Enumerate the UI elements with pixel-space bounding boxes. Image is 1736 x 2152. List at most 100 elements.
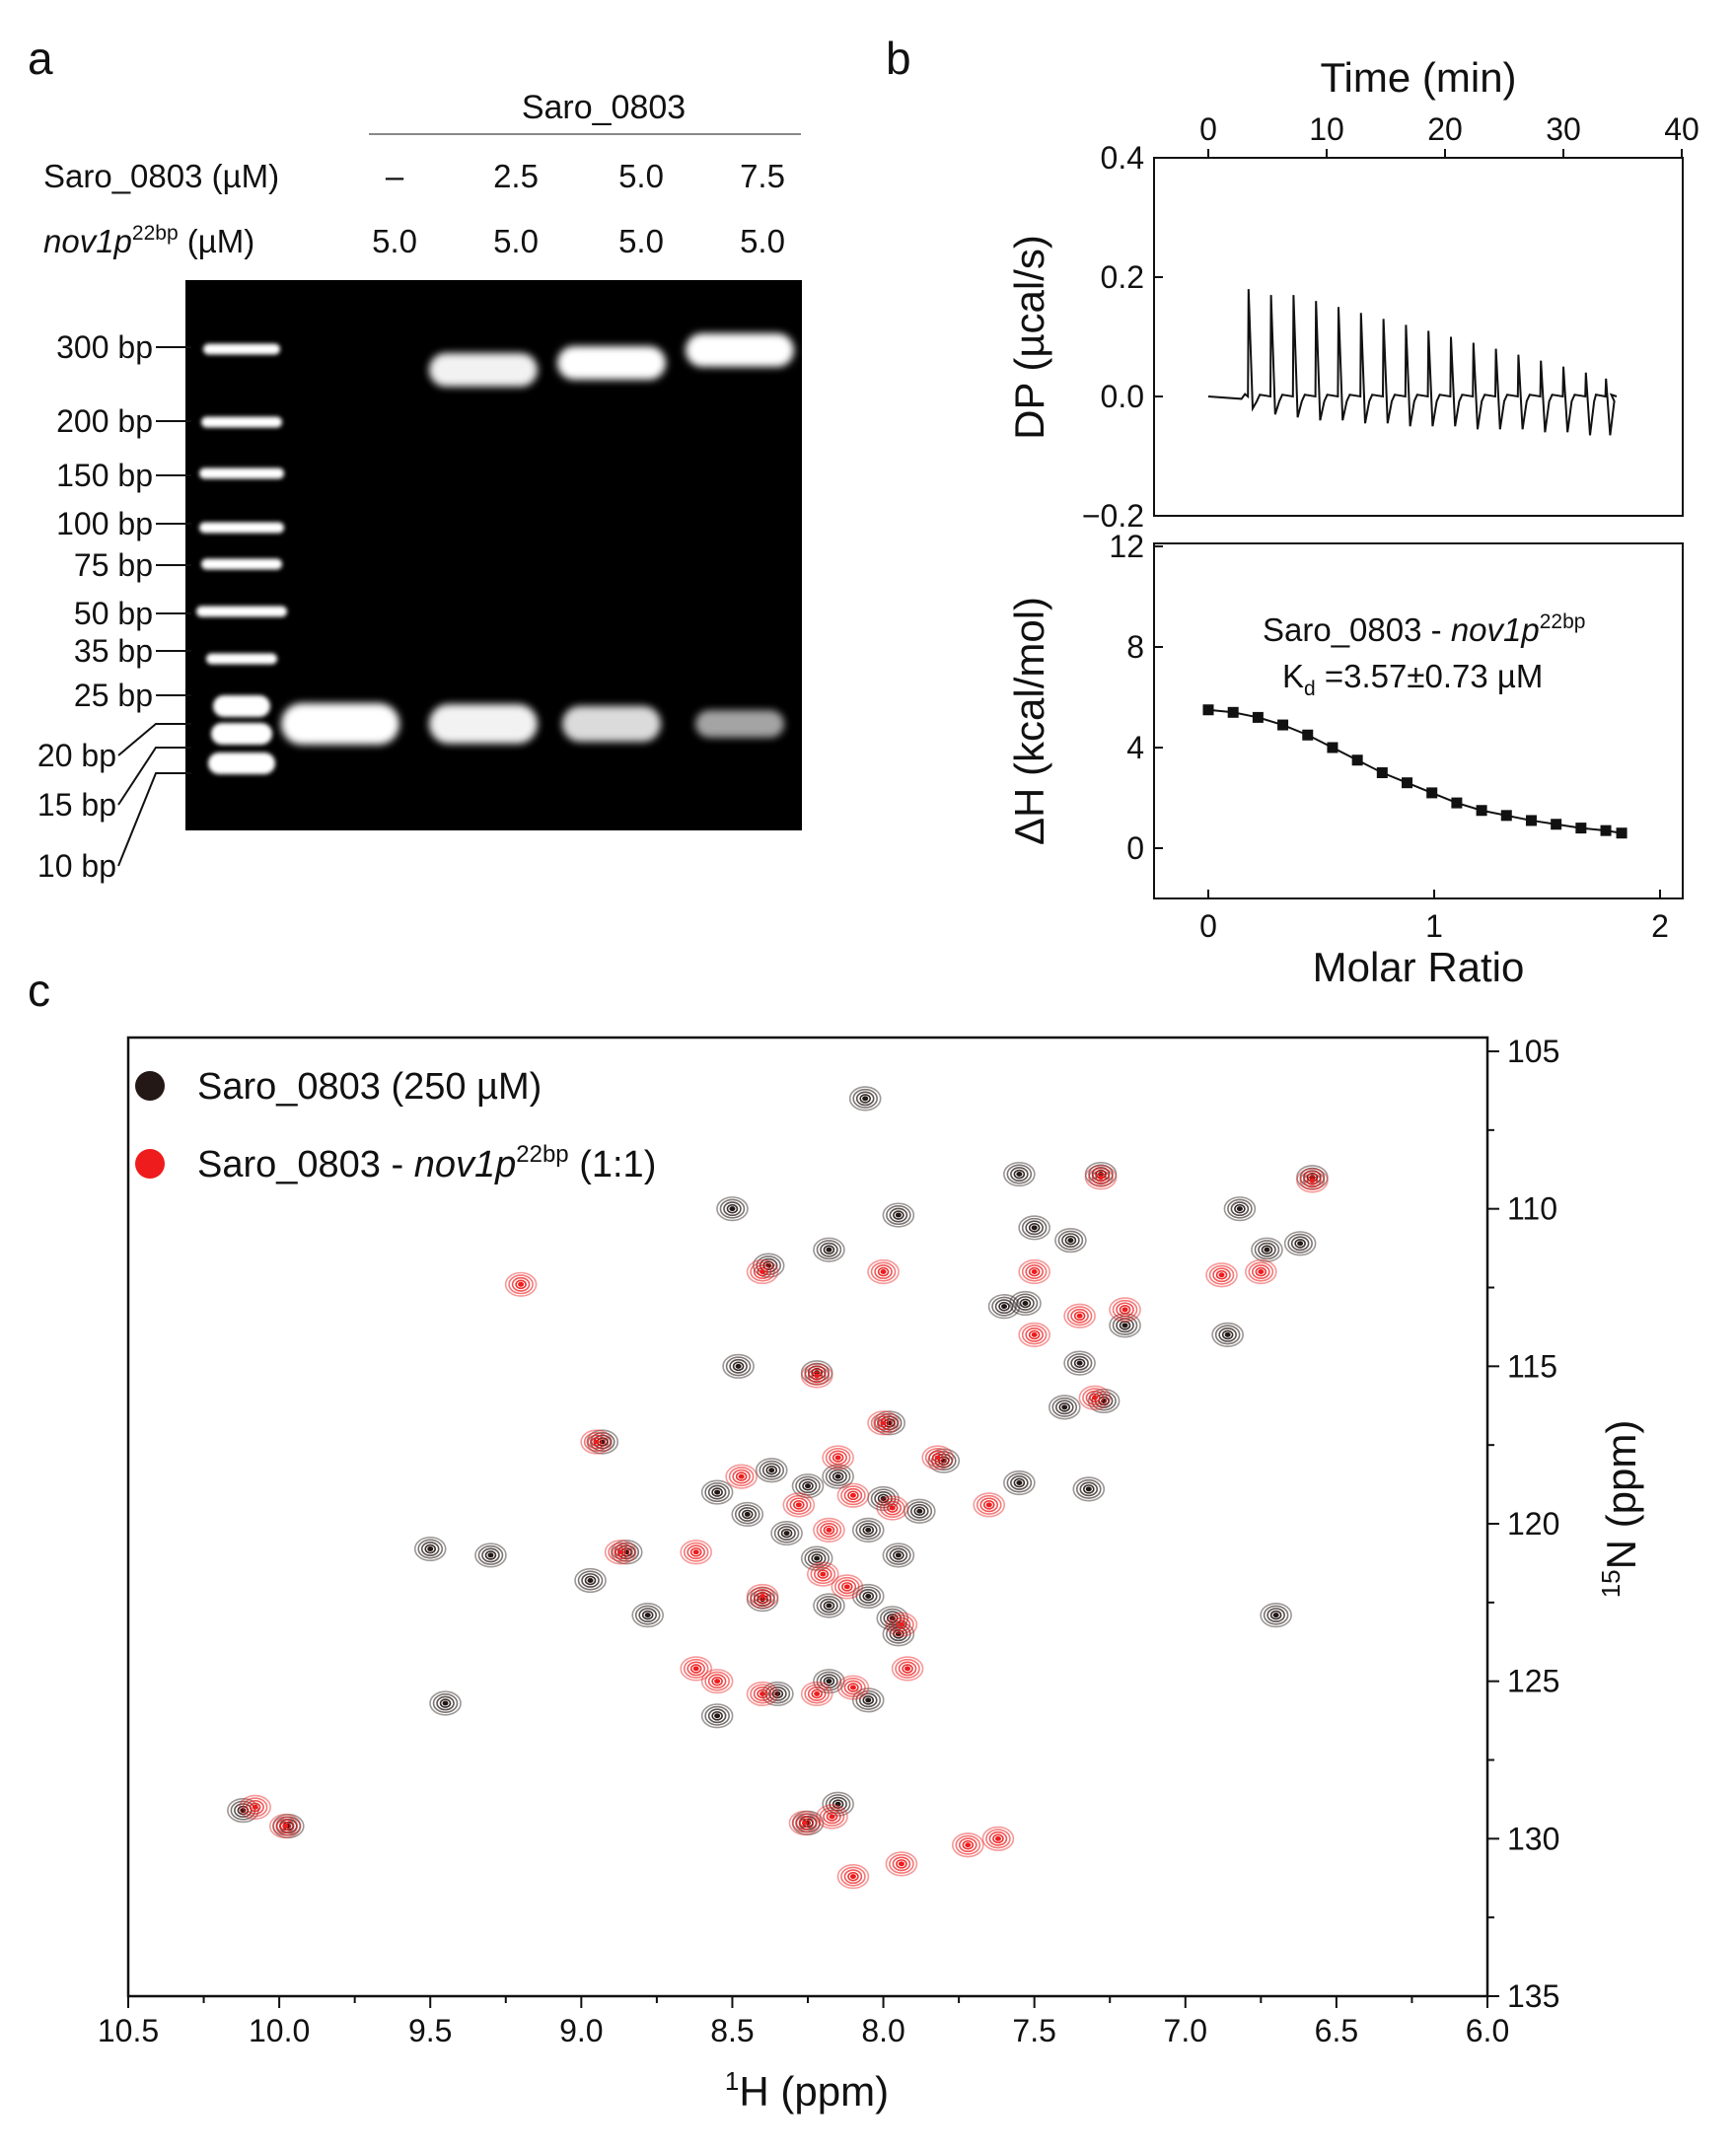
complex-peak-contour <box>728 1467 755 1487</box>
complex-peak-contour <box>1089 1393 1101 1403</box>
thermogram-ytick-label: 0.0 <box>1101 379 1144 414</box>
thermogram-xtick-label: 30 <box>1546 111 1581 147</box>
gel-group-label: Saro_0803 <box>522 89 686 126</box>
thermogram-xtick-label: 0 <box>1199 111 1217 147</box>
free-peak-center <box>1061 1404 1068 1410</box>
free-peak-center <box>774 1690 781 1696</box>
complex-peak-center <box>814 1690 821 1696</box>
complex-peak-contour <box>795 1815 815 1830</box>
complex-peak-contour <box>689 1664 702 1674</box>
free-peak-center <box>783 1531 790 1537</box>
free-peak-contour <box>855 1091 875 1107</box>
free-peak-center <box>826 1247 832 1253</box>
ladder-label: 25 bp <box>74 678 153 713</box>
free-peak-contour <box>798 1478 818 1494</box>
free-peak-contour <box>823 1676 835 1686</box>
free-peak-contour <box>1211 1322 1244 1347</box>
complex-peak-contour <box>816 1520 842 1541</box>
complex-peak-contour <box>711 1676 723 1686</box>
kd-symbol: K <box>1282 658 1304 694</box>
free-peak-contour <box>1064 1235 1077 1246</box>
complex-peak-center <box>994 1835 1001 1841</box>
complex-peak-contour <box>272 1816 299 1836</box>
complex-peak-contour <box>820 1522 838 1538</box>
isotherm-ytick-label: 0 <box>1126 830 1144 866</box>
complex-peak-contour <box>1306 1176 1319 1185</box>
free-peak-center <box>714 1713 721 1719</box>
ladder-band <box>206 653 277 665</box>
isotherm-points <box>1202 704 1628 839</box>
free-peak-contour <box>1010 1167 1029 1182</box>
ladder-label: 75 bp <box>74 547 153 583</box>
free-peak-contour <box>886 1544 911 1565</box>
free-peak-center <box>427 1546 434 1552</box>
free-dna-band <box>429 704 538 744</box>
free-peak-contour <box>420 1542 440 1556</box>
complex-peak-contour <box>1255 1266 1267 1277</box>
complex-peak-center <box>849 1492 856 1498</box>
free-peak-center <box>865 1697 872 1703</box>
complex-peak-contour <box>1028 1266 1041 1277</box>
gel-row2-label: nov1p22bp (µM) <box>43 222 254 259</box>
free-peak-contour <box>1075 1478 1102 1499</box>
complex-peak-contour <box>847 1871 859 1882</box>
hsqc-xtick-label: 6.0 <box>1466 2013 1509 2048</box>
free-peak-contour <box>734 1504 760 1525</box>
complex-peak-contour <box>750 1586 775 1607</box>
complex-peak-contour <box>799 1818 811 1829</box>
free-peak-contour <box>432 1693 459 1714</box>
free-peak-contour <box>719 1198 746 1219</box>
hsqc-xtick-label: 7.5 <box>1012 2013 1055 2048</box>
free-peak-contour <box>823 1601 835 1611</box>
free-peak-contour <box>802 1480 814 1491</box>
complex-peak-center <box>692 1666 699 1672</box>
free-peak-contour <box>574 1567 607 1594</box>
hsqc-xlabel: 1H (ppm) <box>725 2066 889 2115</box>
hsqc-xtick-label: 9.5 <box>408 2013 452 2048</box>
free-peak-contour <box>722 1353 755 1379</box>
ladder-label: 15 bp <box>37 787 116 823</box>
complex-peak-contour <box>889 1853 914 1874</box>
complex-band <box>429 353 538 387</box>
free-peak-contour <box>725 1356 752 1377</box>
free-peak-contour <box>1251 1237 1283 1262</box>
free-peak-contour <box>700 1703 734 1729</box>
complex-peak-contour <box>840 1678 866 1698</box>
isotherm-xtick-label: 1 <box>1425 908 1443 944</box>
complex-peak-contour <box>885 1851 918 1877</box>
free-peak-contour <box>862 1525 875 1536</box>
free-peak-contour <box>1006 1164 1033 1184</box>
free-peak-contour <box>481 1547 500 1563</box>
gel-row2-label-sup: 22bp <box>132 222 179 245</box>
complex-peak-center <box>1098 1175 1105 1181</box>
complex-peak-contour <box>870 1412 897 1433</box>
gel-row1-label: Saro_0803 (µM) <box>43 158 279 194</box>
complex-peak-contour <box>847 1490 859 1501</box>
free-peak-contour <box>610 1540 643 1565</box>
ladder-label: 35 bp <box>74 633 153 669</box>
isotherm-point <box>1302 729 1314 741</box>
complex-peak-contour <box>504 1271 538 1297</box>
ladder-band <box>213 695 270 717</box>
free-peak-contour <box>631 1603 665 1628</box>
free-peak-contour <box>1079 1481 1099 1497</box>
isotherm-point <box>1525 815 1537 826</box>
isotherm-point <box>1376 767 1388 778</box>
free-peak-center <box>1272 1613 1279 1618</box>
complex-peak-contour <box>687 1544 705 1560</box>
free-peak-contour <box>823 1245 835 1255</box>
free-peak-contour <box>768 1686 787 1701</box>
complex-peak-contour <box>892 1856 911 1872</box>
isotherm-fit-line <box>1207 708 1623 834</box>
complex-peak-center <box>1031 1331 1038 1337</box>
complex-peak-contour <box>788 1810 822 1835</box>
free-peak-contour <box>930 1451 957 1471</box>
complex-peak-contour <box>683 1542 709 1562</box>
gel-row1-value: 7.5 <box>740 158 785 194</box>
complex-peak-contour <box>807 1561 839 1587</box>
hsqc-xlabel-rest: H (ppm) <box>739 2068 889 2115</box>
complex-peak-contour <box>753 1589 772 1604</box>
free-peak-contour <box>820 1242 838 1257</box>
free-peak-contour <box>795 1475 821 1496</box>
